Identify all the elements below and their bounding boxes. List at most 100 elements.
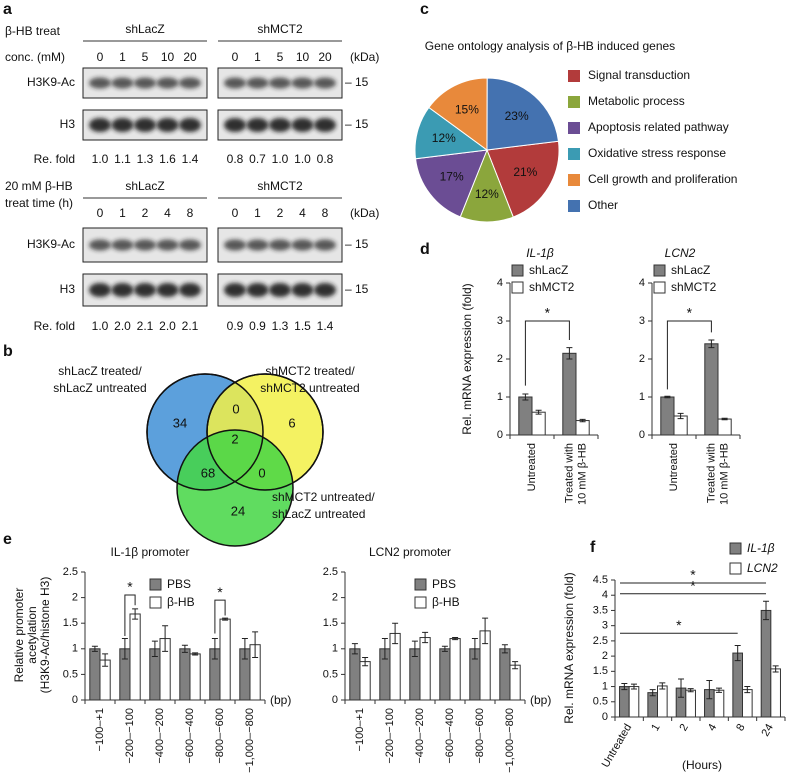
band bbox=[314, 118, 336, 132]
x-tick-label: 2 bbox=[677, 722, 690, 733]
legend-swatch bbox=[729, 542, 742, 555]
significance-bracket bbox=[524, 320, 570, 386]
kda-label: (kDa) bbox=[350, 50, 379, 64]
legend-swatch bbox=[729, 562, 742, 575]
panel-label: d bbox=[420, 241, 430, 258]
band bbox=[179, 283, 201, 297]
group-label: shLacZ bbox=[125, 179, 164, 193]
y-tick-label: 2 bbox=[72, 592, 78, 604]
marker-label: – 15 bbox=[345, 75, 369, 89]
legend-swatch bbox=[511, 281, 524, 294]
x-tick-label: Untreated bbox=[526, 443, 538, 491]
legend-label: shMCT2 bbox=[529, 280, 575, 294]
y-tick-label: 1 bbox=[72, 643, 78, 655]
panel-label: b bbox=[3, 343, 13, 360]
band bbox=[111, 239, 134, 251]
bar bbox=[449, 638, 461, 701]
error-bar bbox=[192, 652, 199, 656]
bar bbox=[742, 689, 753, 718]
error-bar bbox=[744, 686, 751, 694]
y-tick-label: 1 bbox=[602, 680, 608, 692]
band bbox=[224, 239, 246, 251]
legend-swatch bbox=[568, 148, 580, 160]
x-tick-label: 24 bbox=[759, 722, 776, 739]
y-axis-label: Rel. mRNA expression (fold) bbox=[460, 283, 474, 434]
lane-label: 2 bbox=[277, 206, 284, 220]
band bbox=[314, 77, 336, 89]
y-tick-label: 3 bbox=[497, 315, 503, 327]
y-tick-label: 0 bbox=[72, 694, 78, 706]
significance-label: * bbox=[217, 584, 223, 600]
legend-label: Signal transduction bbox=[588, 68, 690, 82]
bar bbox=[531, 411, 546, 436]
lane-label: 8 bbox=[187, 206, 194, 220]
lane-label: 5 bbox=[142, 50, 149, 64]
band bbox=[269, 77, 291, 89]
legend-swatch bbox=[568, 200, 580, 212]
error-bar bbox=[452, 637, 459, 641]
lane-label: 4 bbox=[164, 206, 171, 220]
legend-label: Oxidative stress response bbox=[588, 146, 726, 160]
bar bbox=[179, 648, 191, 701]
bar bbox=[419, 637, 431, 701]
region-count: 0 bbox=[258, 465, 265, 480]
band bbox=[111, 77, 134, 89]
y-tick-label: 2.5 bbox=[323, 566, 338, 578]
legend-swatch bbox=[568, 122, 580, 134]
legend-label: PBS bbox=[167, 577, 191, 591]
y-tick-label: 3 bbox=[602, 620, 608, 632]
row-label: H3K9-Ac bbox=[27, 75, 75, 89]
legend-swatch bbox=[653, 281, 666, 294]
error-bar bbox=[708, 339, 715, 349]
x-tick-label: 1 bbox=[649, 722, 662, 733]
y-tick-label: 2.5 bbox=[63, 566, 78, 578]
band bbox=[111, 283, 134, 297]
legend-swatch bbox=[149, 578, 162, 591]
marker-label: – 15 bbox=[345, 237, 369, 251]
fold-value: 0.8 bbox=[227, 152, 244, 166]
panel-label: c bbox=[420, 1, 429, 18]
row-label: H3K9-Ac bbox=[27, 237, 75, 251]
band bbox=[246, 118, 269, 132]
panel-label: f bbox=[590, 539, 596, 556]
set-label: shLacZ untreated bbox=[53, 381, 146, 395]
band bbox=[314, 283, 336, 297]
chart-title: LCN2 promoter bbox=[369, 545, 451, 559]
bar bbox=[439, 648, 451, 701]
error-bar bbox=[630, 683, 637, 690]
error-bar bbox=[535, 409, 542, 415]
error-bar bbox=[687, 688, 694, 693]
band bbox=[179, 77, 201, 89]
significance-label: * bbox=[676, 617, 682, 633]
pie-slice bbox=[428, 77, 488, 151]
error-bar bbox=[566, 347, 573, 360]
fold-value: 1.0 bbox=[272, 152, 289, 166]
legend-swatch bbox=[568, 174, 580, 186]
bar bbox=[89, 648, 101, 701]
error-bar bbox=[772, 665, 779, 673]
error-bar bbox=[482, 617, 489, 645]
error-bar bbox=[121, 638, 128, 660]
lane-label: 0 bbox=[232, 206, 239, 220]
y-tick-label: 2 bbox=[497, 353, 503, 365]
fold-value: 2.1 bbox=[182, 319, 199, 333]
bar bbox=[619, 686, 630, 718]
y-tick-label: 1.5 bbox=[593, 665, 608, 677]
bar bbox=[732, 652, 743, 718]
legend-swatch bbox=[414, 596, 427, 609]
error-bar bbox=[392, 622, 399, 645]
region-count: 0 bbox=[232, 401, 239, 416]
legend-label: shLacZ bbox=[529, 263, 568, 277]
band bbox=[246, 283, 269, 297]
slice-label: 15% bbox=[455, 102, 479, 116]
lane-label: 0 bbox=[97, 206, 104, 220]
fold-value: 1.0 bbox=[92, 319, 109, 333]
band bbox=[224, 77, 246, 89]
error-bar bbox=[91, 645, 98, 652]
bar bbox=[189, 653, 201, 701]
y-tick-label: 1 bbox=[497, 391, 503, 403]
error-bar bbox=[621, 683, 628, 691]
band bbox=[156, 77, 179, 89]
chart-title: LCN2 bbox=[665, 246, 696, 260]
